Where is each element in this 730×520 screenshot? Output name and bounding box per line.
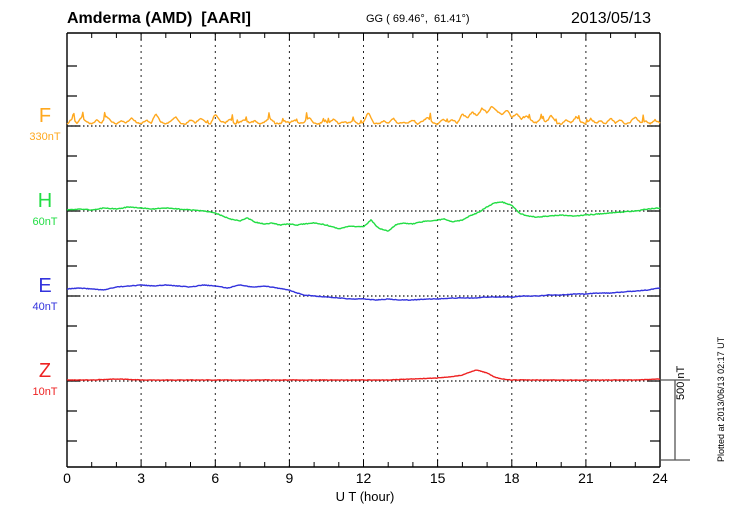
page-title: Amderma (AMD) [AARI] [67, 10, 251, 27]
trace-H [66, 201, 661, 232]
trace-E [66, 284, 661, 301]
trace-F [66, 105, 661, 126]
right-axis-ticks [647, 65, 660, 442]
top-axis-ticks [91, 33, 636, 40]
trace-E-line [66, 284, 661, 301]
scale-bar-label: 500 nT [675, 365, 687, 400]
vertical-gridlines [140, 33, 587, 467]
x-tick-label: 18 [503, 470, 520, 486]
x-tick-label: 9 [285, 470, 294, 486]
observation-date: 2013/05/13 [571, 10, 652, 27]
x-axis-title: U T (hour) [335, 489, 395, 504]
component-scale-F: 330nT [29, 131, 61, 143]
component-label-F: F [38, 105, 52, 127]
x-tick-label: 12 [355, 470, 372, 486]
component-label-E: E [38, 275, 52, 297]
x-tick-label: 15 [429, 470, 446, 486]
trace-Z [66, 369, 661, 381]
trace-F-line [66, 105, 661, 126]
component-label-Z: Z [38, 360, 52, 382]
component-scale-Z: 10nT [32, 386, 58, 398]
x-tick-label: 0 [63, 470, 71, 486]
plotted-timestamp: Plotted at 2013/06/13 02:17 UT [716, 336, 726, 462]
trace-Z-line [66, 369, 661, 381]
x-tick-label: 6 [211, 470, 220, 486]
component-label-H: H [37, 190, 53, 212]
trace-H-line [66, 201, 661, 232]
scale-bar [661, 379, 690, 461]
component-scale-E: 40nT [32, 301, 58, 313]
left-axis-ticks [67, 65, 80, 442]
geographic-coordinates: GG ( 69.46°, 61.41°) [366, 13, 470, 25]
component-baselines [67, 125, 660, 382]
x-tick-label: 3 [137, 470, 146, 486]
component-scale-H: 60nT [32, 216, 58, 228]
x-tick-label: 21 [578, 470, 594, 486]
bottom-axis-ticks [91, 460, 636, 467]
x-tick-label: 24 [652, 470, 668, 486]
